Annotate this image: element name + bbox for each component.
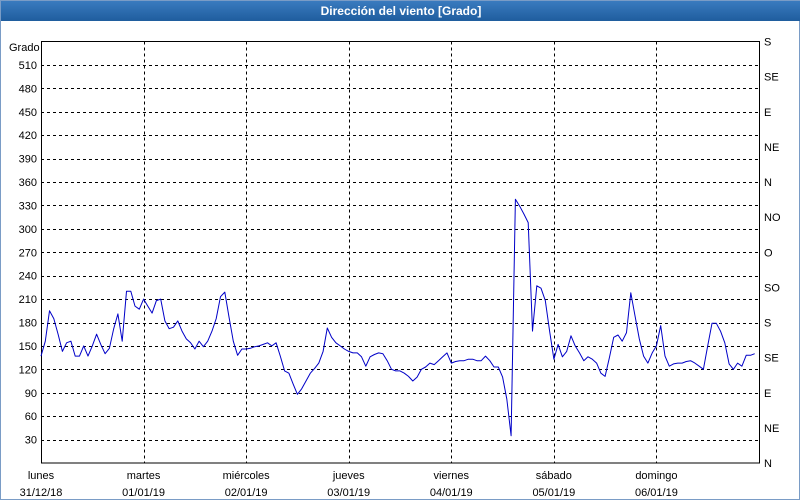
gridlines: [41, 41, 759, 463]
y-tick-label: 180: [19, 318, 37, 330]
y-tick-label: 240: [19, 271, 37, 283]
y2-tick-label: SE: [764, 72, 779, 84]
y-tick-label: 360: [19, 177, 37, 189]
y-tick-label: 210: [19, 294, 37, 306]
y2-tick-label: NE: [764, 423, 779, 435]
x-tick-day-label: viernes: [434, 470, 470, 482]
y-tick-label: 30: [25, 435, 37, 447]
y-tick-label: 120: [19, 364, 37, 376]
x-tick-day-label: martes: [127, 470, 161, 482]
y2-tick-label: NO: [764, 212, 781, 224]
x-tick-date-label: 03/01/19: [327, 487, 370, 499]
y2-tick-label: SO: [764, 282, 780, 294]
y-tick-label: 300: [19, 224, 37, 236]
y-tick-label: 450: [19, 107, 37, 119]
x-tick-date-label: 01/01/19: [122, 487, 165, 499]
axis-labels: Grado 30 60 90 120 150 180 210 240 270 300 330 360 39…: [9, 37, 781, 500]
y2-tick-label: E: [764, 107, 771, 119]
y2-tick-label: N: [764, 177, 772, 189]
plot-frame: [41, 41, 760, 464]
x-tick-day-label: miércoles: [223, 470, 271, 482]
x-tick-day-label: lunes: [28, 470, 55, 482]
y-tick-label: 90: [25, 388, 37, 400]
x-tick-date-label: 04/01/19: [430, 487, 473, 499]
chart-title: Dirección del viento [Grado]: [320, 4, 482, 18]
y2-tick-label: S: [764, 37, 771, 49]
chart-title-bar: Dirección del viento [Grado]: [1, 1, 800, 21]
x-tick-day-label: domingo: [635, 470, 677, 482]
y-tick-label: 270: [19, 247, 37, 259]
x-tick-date-label: 05/01/19: [532, 487, 575, 499]
y-tick-label: 390: [19, 154, 37, 166]
y-tick-label: 420: [19, 130, 37, 142]
y2-tick-label: E: [764, 388, 771, 400]
x-tick-day-label: jueves: [332, 470, 365, 482]
y-tick-label: 150: [19, 341, 37, 353]
x-tick-date-label: 02/01/19: [225, 487, 268, 499]
y2-tick-label: O: [764, 247, 773, 259]
y-tick-label: 60: [25, 411, 37, 423]
y2-tick-label: NE: [764, 142, 779, 154]
y-tick-label: 480: [19, 83, 37, 95]
y-tick-label: 330: [19, 200, 37, 212]
y2-tick-label: N: [764, 458, 772, 470]
x-tick-day-label: sábado: [536, 470, 572, 482]
x-tick-date-label: 06/01/19: [635, 487, 678, 499]
y2-tick-label: SE: [764, 353, 779, 365]
series-line: [40, 198, 755, 437]
x-tick-date-label: 31/12/18: [20, 487, 63, 499]
y-axis-label: Grado: [9, 42, 40, 54]
y2-tick-label: S: [764, 318, 771, 330]
y-tick-label: 510: [19, 60, 37, 72]
